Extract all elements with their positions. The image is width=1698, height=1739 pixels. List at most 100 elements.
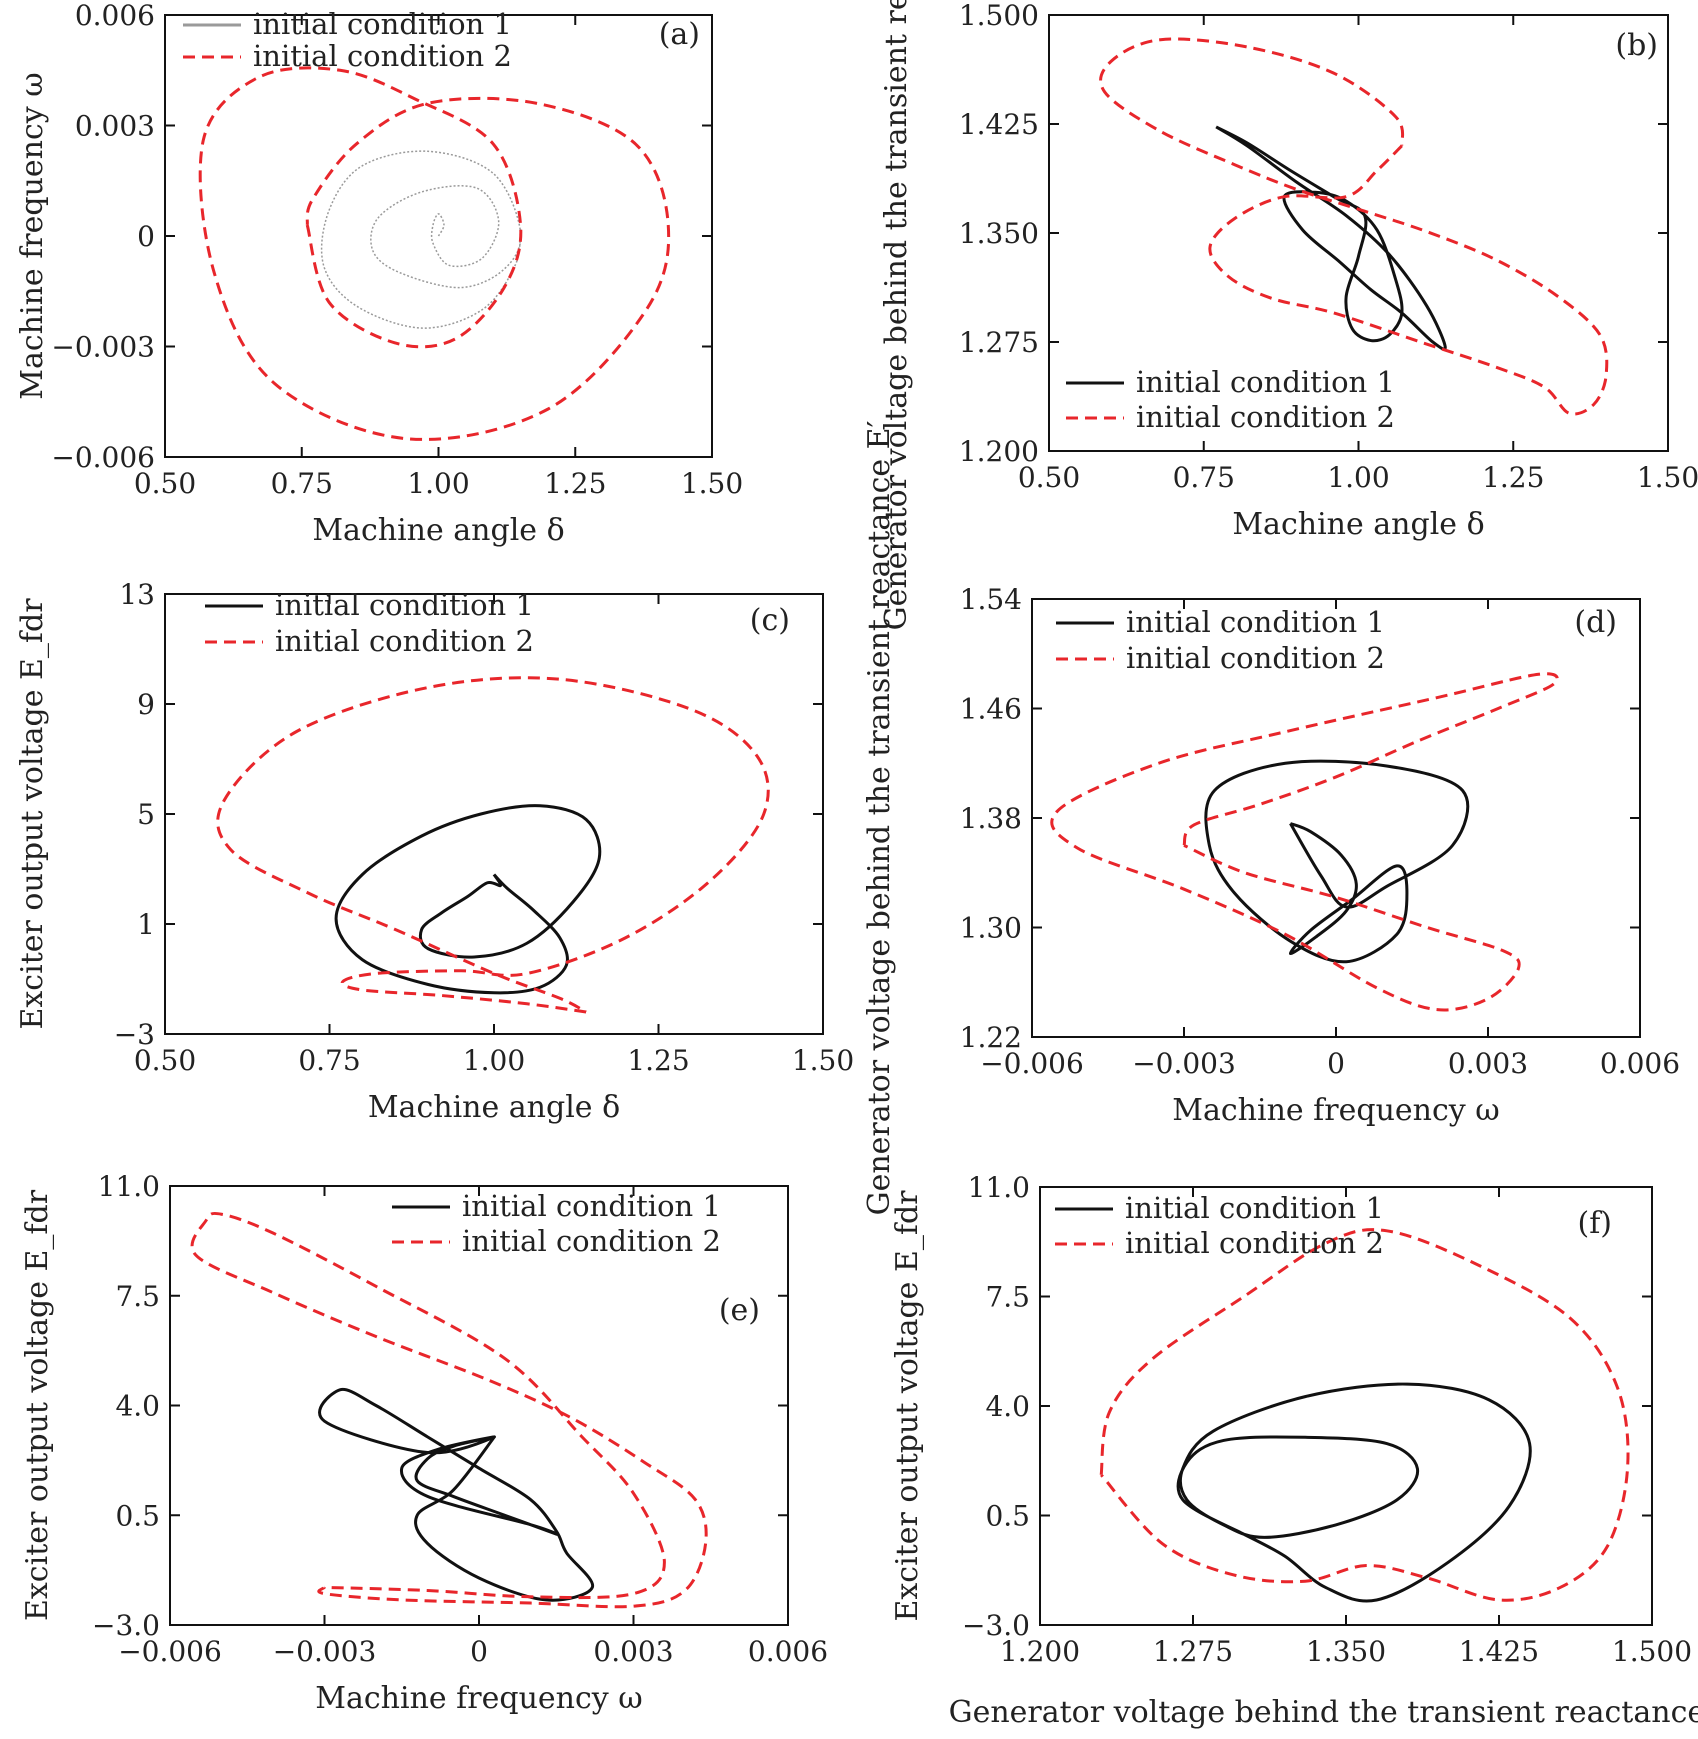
y-tick-label: 1.275: [959, 326, 1039, 359]
y-tick-label: 0.5: [985, 1500, 1030, 1533]
x-tick-label: 1.00: [407, 467, 469, 500]
y-tick-label: 9: [137, 688, 155, 721]
y-tick-label: 4.0: [985, 1390, 1030, 1423]
chart-panel-1: 0.50 0.75 1.00 1.25 1.50 −0.006 −0.003 0 0.003 0.…: [15, 0, 743, 548]
x-tick-label: 0.75: [298, 1044, 360, 1077]
series-line-1: [318, 1387, 594, 1602]
x-tick-label: 1.00: [463, 1044, 525, 1077]
x-tick-label: 0.006: [1600, 1047, 1680, 1080]
y-tick-label: −3.0: [962, 1609, 1030, 1642]
y-tick-label: 1.425: [959, 108, 1039, 141]
x-tick-label: 1.00: [1327, 461, 1389, 494]
y-tick-label: 1.30: [960, 912, 1022, 945]
chart-panel-3: 0.50 0.75 1.00 1.25 1.50 −3 1 5 9 13 Machine angle…: [15, 578, 854, 1125]
chart-panel-5: −0.006 −0.003 0 0.003 0.006 −3.0 0.5 4.0 7.5 11.0…: [20, 1170, 828, 1716]
legend-label-2: initial condition 2: [253, 39, 512, 73]
x-tick-label: 1.500: [1612, 1635, 1692, 1668]
x-tick-label: 1.50: [792, 1044, 854, 1077]
y-tick-label: 1.500: [959, 0, 1039, 32]
x-axis-label: Machine angle δ: [368, 1090, 620, 1125]
legend-label-2: initial condition 2: [275, 624, 534, 658]
y-axis-label: Generator voltage behind the transient r…: [862, 420, 897, 1215]
x-tick-label: 0: [1327, 1047, 1345, 1080]
x-tick-label: 0.50: [134, 467, 196, 500]
y-tick-label: 1.200: [959, 435, 1039, 468]
x-tick-label: 0.50: [134, 1044, 196, 1077]
x-axis-label: Machine angle δ: [312, 513, 564, 548]
y-tick-label: 0: [137, 220, 155, 253]
legend-label-2: initial condition 2: [1125, 1226, 1384, 1260]
y-tick-label: −0.006: [51, 441, 155, 474]
y-tick-label: 7.5: [115, 1280, 160, 1313]
legend-label-1: initial condition 1: [462, 1189, 721, 1223]
series-line-1: [320, 150, 522, 329]
x-tick-label: 0.75: [1173, 461, 1235, 494]
plot-frame: [164, 593, 824, 1035]
panel-tag: (b): [1615, 28, 1658, 63]
series-line-2: [1099, 1228, 1630, 1602]
series-line-2: [190, 1211, 708, 1609]
series-line-1: [334, 804, 602, 995]
x-tick-label: 1.25: [1482, 461, 1544, 494]
y-tick-label: 7.5: [985, 1281, 1030, 1314]
y-tick-label: 1.350: [959, 217, 1039, 250]
y-axis-label: Generator voltage behind the transient r…: [879, 0, 914, 630]
y-axis-label: Exciter output voltage E_fdr: [20, 1189, 55, 1621]
x-tick-label: −0.006: [118, 1635, 222, 1668]
y-tick-label: 4.0: [115, 1390, 160, 1423]
y-axis-label: Exciter output voltage E_fdr: [890, 1190, 925, 1622]
y-tick-label: 0.006: [75, 0, 155, 32]
x-tick-label: 0.50: [1018, 461, 1080, 494]
y-tick-label: 11.0: [968, 1171, 1030, 1204]
y-tick-label: 5: [137, 798, 155, 831]
panel-tag: (e): [719, 1293, 760, 1328]
x-tick-label: 0.003: [593, 1635, 673, 1668]
panel-tag: (f): [1577, 1206, 1612, 1241]
y-tick-label: −0.003: [51, 331, 155, 364]
chart-panel-4: −0.006 −0.003 0 0.003 0.006 1.22 1.30 1.38 1.46 1…: [862, 420, 1680, 1215]
y-tick-label: 0.003: [75, 110, 155, 143]
panel-tag: (c): [750, 603, 790, 638]
x-tick-label: 0.003: [1448, 1047, 1528, 1080]
x-axis-label: Machine frequency ω: [1172, 1093, 1499, 1128]
y-tick-label: 1.46: [960, 693, 1022, 726]
legend-label-1: initial condition 1: [1125, 1191, 1384, 1225]
x-tick-label: −0.006: [980, 1047, 1084, 1080]
panel-tag: (a): [659, 17, 700, 52]
y-tick-label: 1.54: [960, 583, 1022, 616]
x-tick-label: 1.425: [1459, 1635, 1539, 1668]
legend-label-2: initial condition 2: [1136, 400, 1395, 434]
x-tick-label: 1.200: [1000, 1635, 1080, 1668]
legend-label-1: initial condition 1: [1136, 365, 1395, 399]
y-tick-label: −3.0: [92, 1609, 160, 1642]
x-tick-label: 1.25: [627, 1044, 689, 1077]
y-tick-label: 11.0: [98, 1170, 160, 1203]
x-tick-label: 0: [470, 1635, 488, 1668]
y-tick-label: 0.5: [115, 1499, 160, 1532]
y-tick-label: 1.22: [960, 1021, 1022, 1054]
chart-panel-2: 0.50 0.75 1.00 1.25 1.50 1.200 1.275 1.350 1.425…: [879, 0, 1698, 630]
x-tick-label: 1.50: [681, 467, 743, 500]
x-axis-label: Machine frequency ω: [315, 1681, 642, 1716]
legend-label-2: initial condition 2: [462, 1224, 721, 1258]
x-axis-label: Machine angle δ: [1232, 507, 1484, 542]
legend-label-2: initial condition 2: [1126, 641, 1385, 675]
y-tick-label: 1.38: [960, 802, 1022, 835]
series-line-2: [216, 676, 770, 1014]
series-line-1: [1204, 759, 1470, 964]
chart-panel-6: 1.200 1.275 1.350 1.425 1.500 −3.0 0.5 4.0 7.5 11…: [890, 1171, 1698, 1730]
y-tick-label: 13: [119, 578, 155, 611]
series-line-2: [1099, 37, 1609, 416]
legend-label-1: initial condition 1: [1126, 605, 1385, 639]
series-line-1: [1176, 1382, 1532, 1603]
y-axis-label: Machine frequency ω: [15, 72, 50, 399]
legend-label-1: initial condition 1: [275, 588, 534, 622]
y-tick-label: −3: [114, 1018, 155, 1051]
x-tick-label: 0.006: [748, 1635, 828, 1668]
x-tick-label: 0.75: [271, 467, 333, 500]
legend-label-1: initial condition 1: [253, 7, 512, 41]
x-axis-label: Generator voltage behind the transient r…: [949, 1695, 1698, 1730]
series-line-2: [198, 66, 671, 441]
panel-tag: (d): [1574, 605, 1617, 640]
